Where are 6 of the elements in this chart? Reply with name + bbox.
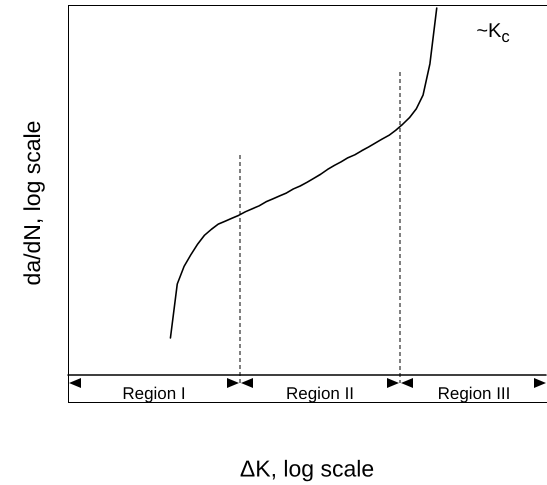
text: Region II <box>286 384 354 404</box>
text: Region I <box>122 384 186 404</box>
y-axis-title: da/dN, log scale <box>19 120 45 286</box>
text: Region III <box>438 384 510 404</box>
x-axis-title: ΔK, log scale <box>240 456 374 482</box>
annotation: ~K$_{c}$ <box>476 20 510 46</box>
